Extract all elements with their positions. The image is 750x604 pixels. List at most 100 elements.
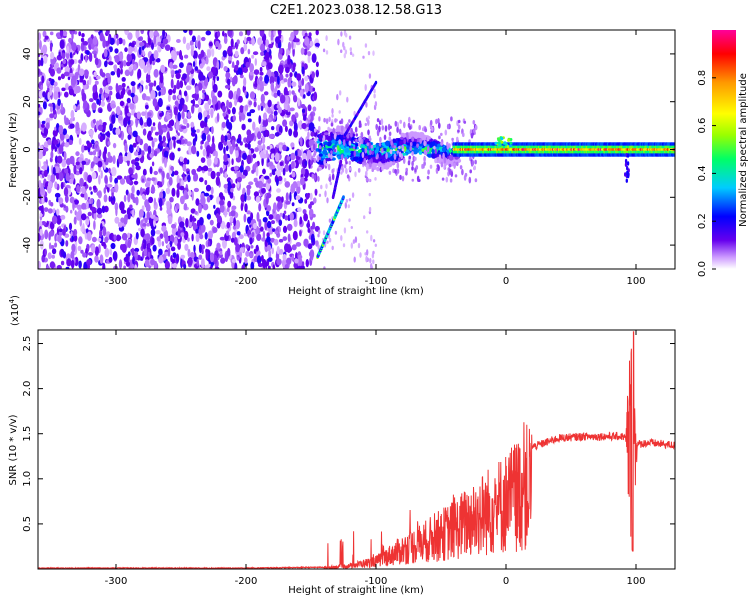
halo-cell [332, 127, 336, 135]
noise-cell [242, 152, 248, 160]
noise-cell [286, 257, 292, 265]
noise-cell [308, 203, 312, 210]
noise-cell [271, 220, 275, 225]
noise-cell [70, 259, 75, 269]
noise-cell [82, 41, 89, 46]
noise-cell [114, 216, 120, 224]
noise-cell [191, 233, 194, 242]
noise-cell [53, 139, 59, 145]
noise-cell [304, 32, 308, 38]
noise-cell [180, 195, 185, 205]
noise-cell [72, 230, 76, 237]
noise-cell [216, 76, 220, 81]
noise-cell [105, 72, 111, 78]
noise-cell [296, 185, 301, 195]
noise-cell [85, 184, 89, 189]
noise-cell [292, 230, 298, 241]
noise-cell [277, 200, 283, 210]
faint-cell [374, 177, 377, 181]
halo-cell [435, 118, 438, 125]
transition-cell [318, 134, 323, 141]
noise-cell [206, 66, 211, 72]
noise-cell [185, 85, 192, 91]
transition-cell [318, 153, 323, 157]
halo-cell [318, 125, 321, 132]
noise-cell [227, 122, 233, 131]
noise-cell [63, 187, 69, 197]
noise-cell [314, 190, 318, 196]
noise-cell [288, 128, 293, 137]
halo-cell [350, 127, 354, 135]
halo-cell [451, 137, 454, 141]
noise-cell [219, 205, 225, 213]
noise-cell [211, 126, 214, 135]
noise-cell [183, 230, 189, 241]
noise-cell [267, 257, 273, 262]
noise-cell [150, 228, 156, 237]
noise-cell [66, 45, 70, 54]
noise-cell [158, 91, 161, 97]
noise-cell [235, 150, 239, 158]
noise-cell [171, 262, 178, 269]
noise-cell [146, 43, 149, 48]
noise-cell [291, 244, 297, 251]
transition-cell [412, 149, 418, 155]
noise-cell [146, 222, 150, 227]
noise-cell [41, 173, 45, 179]
noise-cell [287, 233, 291, 243]
noise-cell [128, 167, 134, 175]
noise-cell [216, 112, 220, 123]
noise-cell [205, 56, 209, 65]
noise-cell [249, 237, 253, 245]
noise-cell [201, 89, 206, 94]
noise-cell [153, 216, 159, 222]
noise-cell [244, 89, 247, 96]
noise-cell [242, 169, 248, 177]
noise-cell [92, 85, 97, 93]
noise-cell [91, 102, 97, 111]
noise-cell [150, 89, 156, 100]
noise-cell [153, 170, 158, 176]
noise-cell [71, 243, 76, 253]
noise-cell [289, 120, 294, 127]
noise-cell [94, 246, 99, 256]
noise-cell [87, 142, 93, 148]
noise-cell [174, 100, 179, 106]
noise-cell [247, 118, 252, 123]
faint-cell [362, 55, 365, 59]
halo-cell [444, 129, 448, 136]
noise-cell [81, 33, 85, 38]
noise-cell [252, 153, 257, 159]
noise-cell [281, 34, 284, 43]
noise-cell [166, 201, 171, 210]
noise-cell [126, 97, 131, 104]
halo-cell [440, 132, 443, 136]
halo-cell [396, 150, 400, 154]
halo-cell [411, 166, 414, 171]
noise-cell [282, 144, 287, 151]
noise-cell [93, 53, 97, 59]
noise-cell [99, 68, 104, 77]
noise-cell [127, 193, 131, 203]
noise-cell [282, 236, 288, 242]
noise-cell [85, 218, 90, 226]
noise-cell [251, 37, 256, 46]
noise-cell [91, 236, 97, 243]
noise-cell [239, 247, 244, 253]
noise-cell [105, 30, 110, 35]
noise-cell [40, 57, 44, 67]
halo-cell [424, 150, 428, 156]
noise-cell [47, 174, 52, 181]
noise-cell [134, 264, 138, 269]
noise-cell [58, 144, 64, 155]
noise-cell [133, 151, 139, 156]
noise-cell [78, 31, 82, 37]
faint-cell [364, 43, 368, 48]
noise-cell [177, 228, 181, 238]
halo-cell [390, 139, 393, 146]
noise-cell [244, 203, 248, 213]
band-edge-cell [672, 152, 675, 157]
noise-cell [58, 51, 61, 57]
noise-cell [56, 67, 62, 74]
noise-cell [166, 208, 172, 215]
